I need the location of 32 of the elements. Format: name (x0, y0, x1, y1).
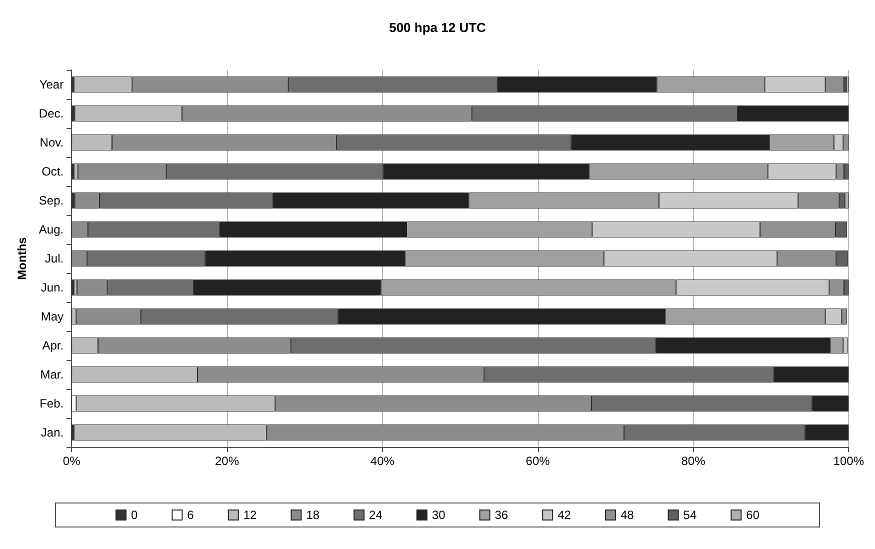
legend-label: 36 (494, 508, 508, 522)
legend-label: 12 (243, 508, 258, 522)
legend-label: 6 (187, 508, 194, 522)
y-tick-label: Jul. (44, 252, 64, 266)
legend-label: 54 (683, 508, 697, 522)
y-tick-label: Jun. (40, 280, 64, 294)
y-axis-title: Months (15, 236, 29, 280)
x-tick-label: 80% (681, 454, 706, 468)
y-tick-label: Aug. (38, 222, 64, 236)
y-tick-label: Feb. (40, 396, 64, 410)
x-tick-label: 0% (62, 454, 81, 468)
y-tick-label: Jan. (40, 426, 64, 440)
legend-label: 18 (306, 508, 320, 522)
x-tick-label: 40% (370, 454, 395, 468)
legend-label: 60 (746, 508, 760, 522)
y-tick-label: Nov. (40, 136, 64, 150)
chart-title: 500 hpa 12 UTC (389, 20, 487, 35)
legend-label: 24 (369, 508, 383, 522)
y-tick-label: Oct. (42, 164, 64, 178)
legend-label: 42 (558, 508, 572, 522)
x-tick-label: 100% (833, 454, 864, 468)
legend-label: 48 (620, 508, 634, 522)
y-tick-label: Mar. (40, 368, 64, 382)
x-tick-label: 60% (526, 454, 550, 468)
y-tick-label: Dec. (38, 106, 64, 120)
y-tick-label: May (40, 310, 64, 324)
y-tick-label: Apr. (42, 338, 64, 352)
legend-label: 30 (432, 508, 446, 522)
y-tick-label: Year (39, 78, 64, 92)
legend-label: 0 (131, 508, 138, 522)
y-tick-label: Sep. (38, 194, 64, 208)
x-tick-label: 20% (214, 454, 240, 468)
